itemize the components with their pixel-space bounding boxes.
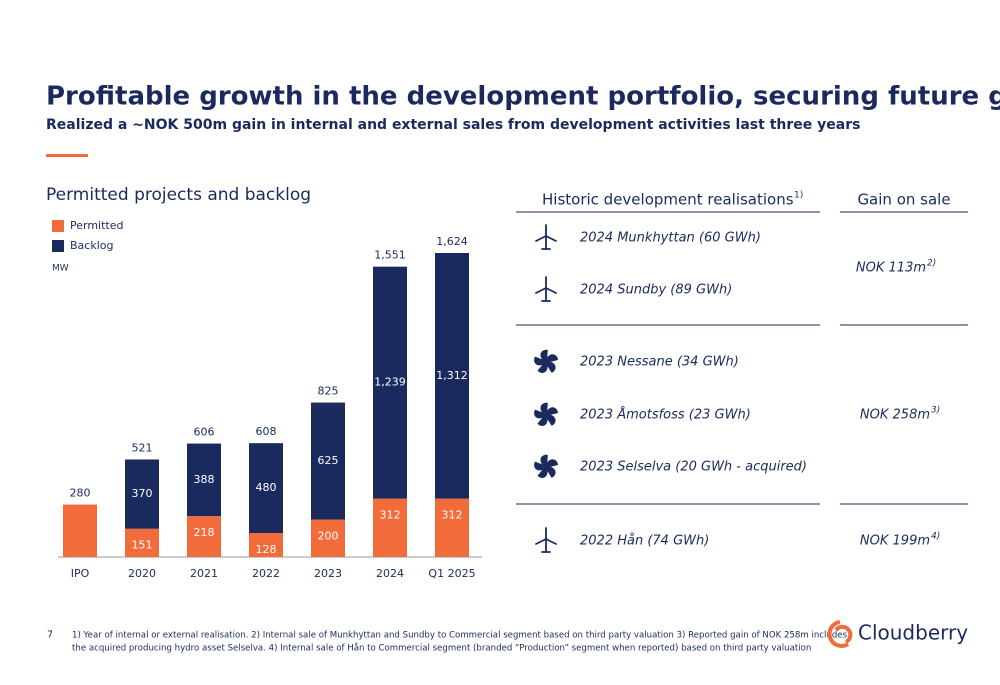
subtitle: Realized a ~NOK 500m gain in internal an… <box>46 117 860 133</box>
x-tick-label: 2024 <box>376 567 404 580</box>
accent-line <box>46 154 88 157</box>
gain: NOK 113m <box>856 261 926 276</box>
table-header: Gain on sale <box>857 191 950 209</box>
table-header: Historic development realisations <box>542 191 794 209</box>
bar-segment <box>249 443 283 534</box>
legend-swatch <box>52 240 64 252</box>
segment-label: 625 <box>318 454 339 467</box>
header-note: 1) <box>794 191 803 201</box>
wind-icon <box>535 224 557 250</box>
bar-segment <box>311 519 345 557</box>
logo: Cloudberry <box>858 621 968 645</box>
segment-label: 480 <box>256 481 277 494</box>
page-number: 7 <box>47 630 53 641</box>
hydro-icon <box>531 401 558 429</box>
bar-segment <box>125 528 159 557</box>
total-label: 1,624 <box>436 235 468 248</box>
bar-segment <box>373 266 407 499</box>
footnote: 1) Year of internal or external realisat… <box>72 631 848 641</box>
gain-note: 4) <box>931 532 940 542</box>
bar-segment <box>435 498 469 557</box>
total-label: 608 <box>256 425 277 438</box>
wind-icon <box>535 527 557 553</box>
gain: NOK 258m <box>860 408 930 423</box>
x-tick-label: 2023 <box>314 567 342 580</box>
row-label: 2022 Hån (74 GWh) <box>580 534 709 549</box>
total-label: 521 <box>132 441 153 454</box>
row-label: 2024 Munkhyttan (60 GWh) <box>580 231 761 246</box>
bar-segment <box>373 498 407 557</box>
segment-label: 218 <box>194 526 215 539</box>
segment-label: 128 <box>256 543 277 556</box>
unit-label: MW <box>52 264 69 274</box>
bar-segment <box>187 443 221 517</box>
segment-label: 1,312 <box>436 369 468 382</box>
segment-label: 312 <box>442 509 463 522</box>
row-label: 2023 Nessane (34 GWh) <box>580 355 739 370</box>
segment-label: 370 <box>132 487 153 500</box>
logo-mark <box>827 620 853 648</box>
bar-segment <box>187 516 221 557</box>
legend-label: Backlog <box>70 239 113 252</box>
segment-label: 1,239 <box>374 376 406 389</box>
hydro-icon <box>531 453 558 481</box>
bar-segment <box>125 459 159 529</box>
gain-note: 2) <box>927 259 936 269</box>
total-label: 1,551 <box>374 249 406 262</box>
x-tick-label: 2021 <box>190 567 218 580</box>
segment-label: 151 <box>132 539 153 552</box>
legend-label: Permitted <box>70 219 124 232</box>
chart: Permitted projects and backlog MW Permit… <box>46 185 482 580</box>
row-label: 2023 Selselva (20 GWh - acquired) <box>580 460 807 475</box>
bar-segment <box>249 533 283 557</box>
wind-icon <box>535 276 557 302</box>
x-tick-label: Q1 2025 <box>428 567 475 580</box>
footnote: the acquired producing hydro asset Selse… <box>72 643 811 654</box>
segment-label: 200 <box>318 530 339 543</box>
total-label: 280 <box>70 487 91 500</box>
legend-swatch <box>52 220 64 232</box>
row-label: 2023 Åmotsfoss (23 GWh) <box>580 407 751 423</box>
bar-segment <box>435 253 469 499</box>
total-label: 825 <box>318 385 339 398</box>
title: Profitable growth in the development por… <box>46 82 1000 112</box>
hydro-icon <box>531 348 558 376</box>
x-tick-label: IPO <box>71 567 90 580</box>
bar-segment <box>63 504 97 557</box>
table: Historic development realisations 1) Gai… <box>516 191 968 553</box>
total-label: 606 <box>194 426 215 439</box>
gain: NOK 199m <box>860 534 930 549</box>
row-label: 2024 Sundby (89 GWh) <box>580 283 732 298</box>
segment-label: 312 <box>380 509 401 522</box>
x-tick-label: 2022 <box>252 567 280 580</box>
segment-label: 388 <box>194 473 215 486</box>
x-tick-label: 2020 <box>128 567 156 580</box>
chart-title: Permitted projects and backlog <box>46 185 311 205</box>
gain-note: 3) <box>931 406 940 416</box>
bar-segment <box>311 402 345 520</box>
